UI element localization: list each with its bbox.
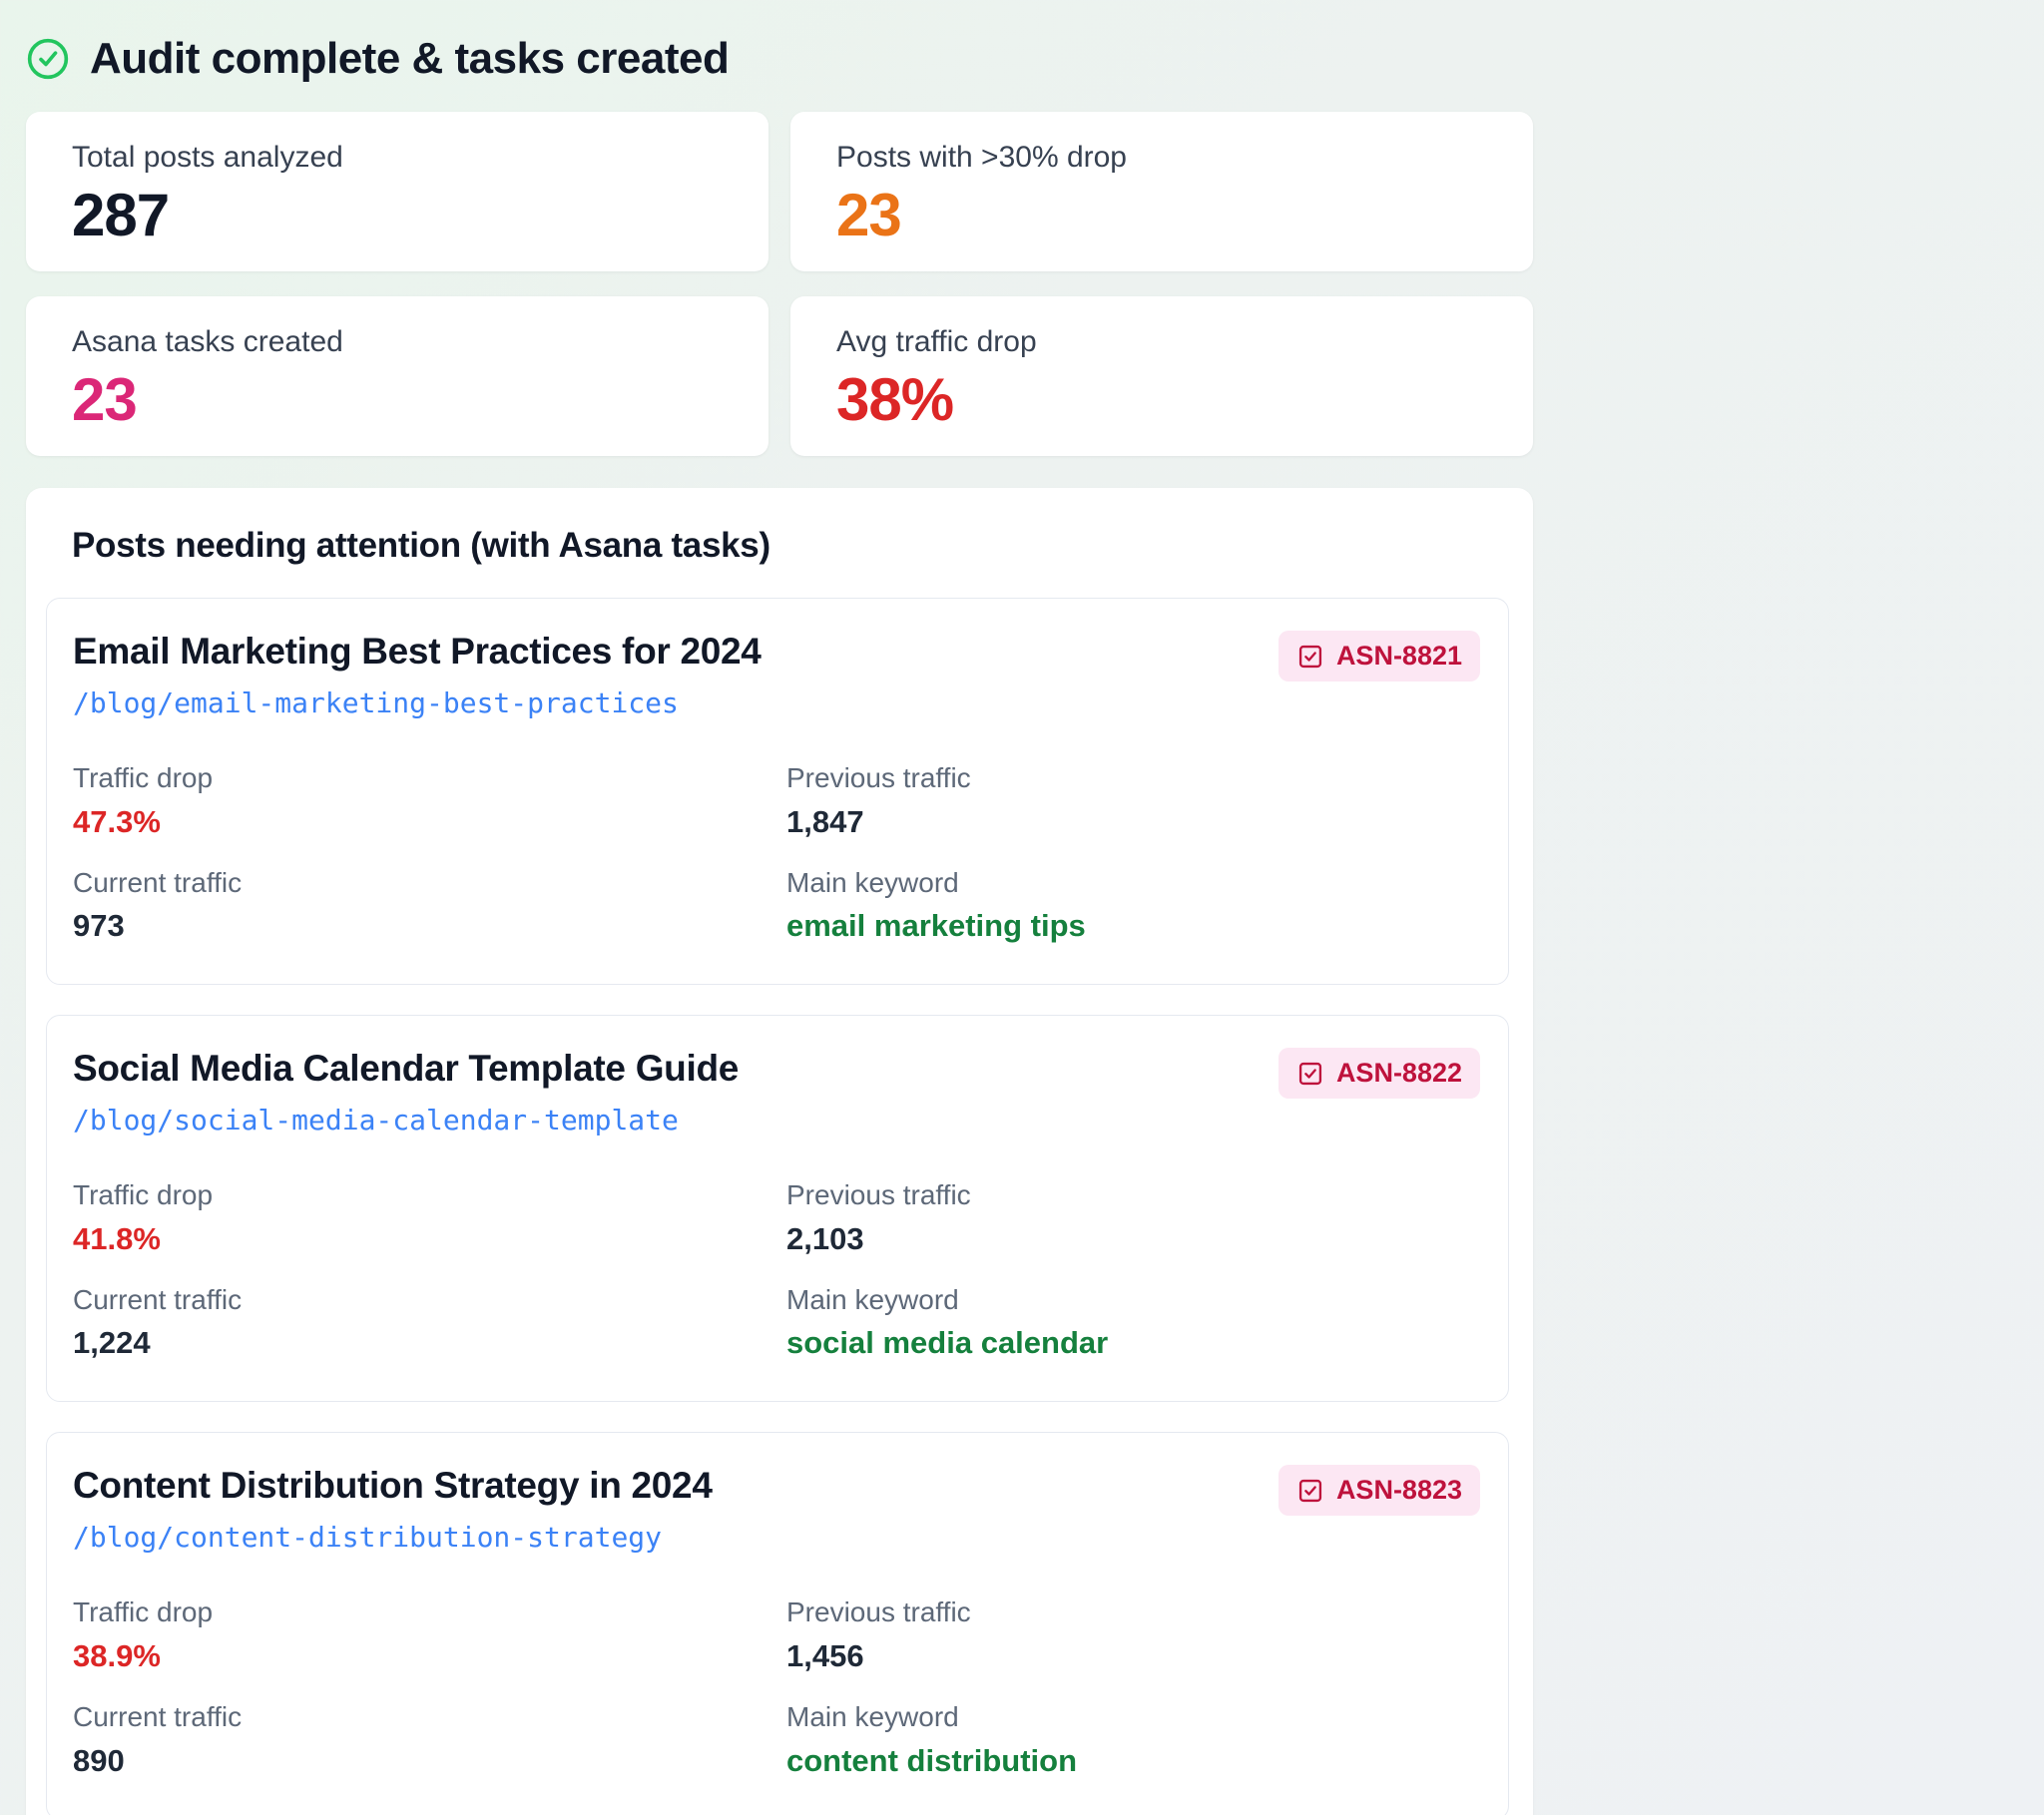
current-traffic-label: Current traffic [73,1700,243,1732]
field-main-keyword: Main keyword content distribution [786,1700,1480,1779]
field-traffic-drop: Traffic drop 41.8% [73,1178,766,1257]
post-card: Content Distribution Strategy in 2024 /b… [46,1432,1509,1815]
main-keyword-label: Main keyword [786,1283,959,1315]
traffic-drop-label: Traffic drop [73,1179,214,1211]
asana-task-id: ASN-8821 [1335,641,1462,671]
post-url-link[interactable]: /blog/social-media-calendar-template [73,1104,679,1137]
field-previous-traffic: Previous traffic 2,103 [786,1178,1480,1257]
main-keyword-label: Main keyword [786,866,959,898]
asana-task-id: ASN-8823 [1335,1475,1462,1506]
asana-task-badge[interactable]: ASN-8821 [1278,631,1480,681]
stat-card-avg-traffic-drop: Avg traffic drop 38% [790,296,1533,456]
main-keyword-value: content distribution [786,1742,1078,1778]
stat-value: 38% [836,366,954,433]
posts-panel: Posts needing attention (with Asana task… [26,488,1533,1815]
traffic-drop-value: 41.8% [73,1220,161,1256]
stat-value: 23 [72,366,138,433]
main-content: Audit complete & tasks created Total pos… [26,0,1533,1815]
stats-grid: Total posts analyzed 287 Posts with >30%… [26,112,1533,456]
stat-label: Asana tasks created [72,325,343,358]
stat-card-posts-with-drop: Posts with >30% drop 23 [790,112,1533,271]
post-fields: Traffic drop 41.8% Previous traffic 2,10… [73,1178,1480,1361]
previous-traffic-label: Previous traffic [786,1596,971,1628]
traffic-drop-label: Traffic drop [73,1596,214,1628]
previous-traffic-value: 1,847 [786,803,864,839]
post-title: Content Distribution Strategy in 2024 [73,1465,713,1507]
field-current-traffic: Current traffic 973 [73,866,766,945]
field-traffic-drop: Traffic drop 38.9% [73,1595,766,1674]
asana-task-id: ASN-8822 [1335,1058,1462,1089]
field-previous-traffic: Previous traffic 1,847 [786,761,1480,840]
stat-value: 23 [836,182,902,248]
post-card: Social Media Calendar Template Guide /bl… [46,1015,1509,1403]
checkbox-icon [1296,643,1324,671]
post-fields: Traffic drop 38.9% Previous traffic 1,45… [73,1595,1480,1778]
traffic-drop-value: 47.3% [73,803,161,839]
traffic-drop-value: 38.9% [73,1637,161,1673]
main-keyword-value: email marketing tips [786,908,1086,944]
header: Audit complete & tasks created [26,34,1533,84]
previous-traffic-label: Previous traffic [786,1179,971,1211]
field-main-keyword: Main keyword social media calendar [786,1283,1480,1362]
post-card: Email Marketing Best Practices for 2024 … [46,598,1509,986]
checkbox-icon [1296,1060,1324,1088]
current-traffic-label: Current traffic [73,1283,243,1315]
post-title: Social Media Calendar Template Guide [73,1048,740,1090]
stat-card-total-posts: Total posts analyzed 287 [26,112,768,271]
post-url-link[interactable]: /blog/content-distribution-strategy [73,1521,663,1555]
stat-label: Total posts analyzed [72,141,343,174]
stat-value: 287 [72,182,170,248]
post-title: Email Marketing Best Practices for 2024 [73,631,762,672]
section-title: Posts needing attention (with Asana task… [72,526,770,565]
main-keyword-label: Main keyword [786,1700,959,1732]
field-previous-traffic: Previous traffic 1,456 [786,1595,1480,1674]
page-title: Audit complete & tasks created [90,34,730,83]
post-fields: Traffic drop 47.3% Previous traffic 1,84… [73,761,1480,944]
current-traffic-value: 973 [73,908,125,944]
current-traffic-value: 1,224 [73,1325,151,1361]
previous-traffic-value: 2,103 [786,1220,864,1256]
field-current-traffic: Current traffic 890 [73,1700,766,1779]
current-traffic-value: 890 [73,1742,125,1778]
current-traffic-label: Current traffic [73,866,243,898]
check-circle-icon [26,37,70,81]
asana-task-badge[interactable]: ASN-8822 [1278,1048,1480,1100]
post-head: Social Media Calendar Template Guide /bl… [73,1048,1480,1136]
asana-task-badge[interactable]: ASN-8823 [1278,1465,1480,1517]
main-keyword-value: social media calendar [786,1325,1109,1361]
post-url-link[interactable]: /blog/email-marketing-best-practices [73,686,679,719]
previous-traffic-label: Previous traffic [786,762,971,793]
post-head: Content Distribution Strategy in 2024 /b… [73,1465,1480,1554]
field-main-keyword: Main keyword email marketing tips [786,866,1480,945]
checkbox-icon [1296,1477,1324,1505]
stat-label: Avg traffic drop [836,325,1037,358]
traffic-drop-label: Traffic drop [73,762,214,793]
stat-card-asana-tasks: Asana tasks created 23 [26,296,768,456]
field-current-traffic: Current traffic 1,224 [73,1283,766,1362]
field-traffic-drop: Traffic drop 47.3% [73,761,766,840]
previous-traffic-value: 1,456 [786,1637,864,1673]
post-head: Email Marketing Best Practices for 2024 … [73,631,1480,719]
stat-label: Posts with >30% drop [836,141,1127,174]
